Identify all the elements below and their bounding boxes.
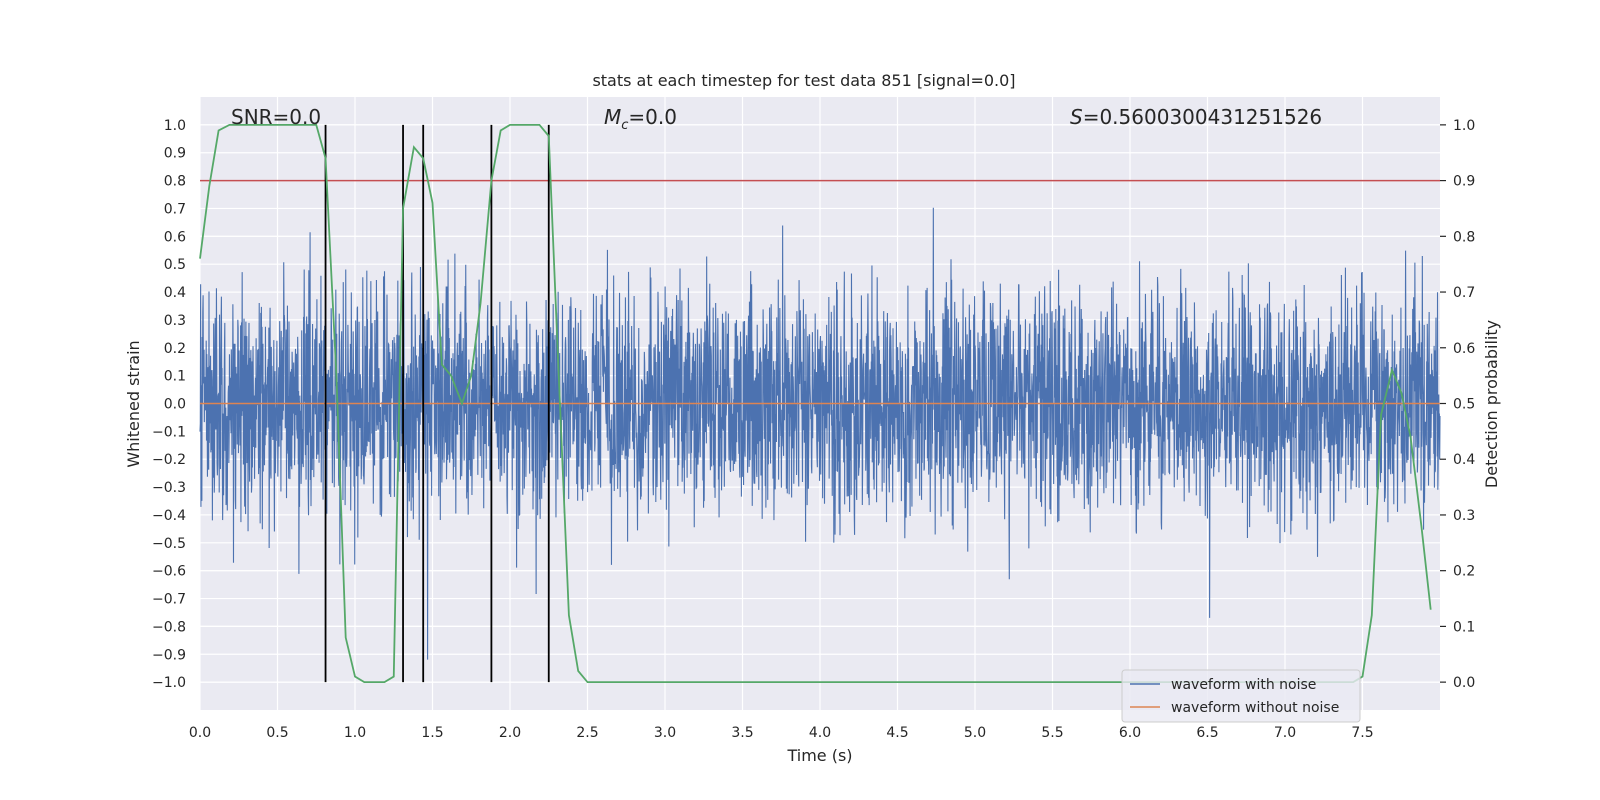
x-tick-label: 2.5	[576, 725, 598, 741]
y-tick-label: 0.4	[164, 285, 186, 301]
x-tick-label: 5.0	[964, 725, 986, 741]
x-tick-label: 4.0	[809, 725, 831, 741]
x-axis-label: Time (s)	[786, 746, 852, 765]
y-right-tick-label: 0.4	[1453, 452, 1475, 468]
y-tick-label: 0.6	[164, 229, 186, 245]
legend-label-clean: waveform without noise	[1171, 700, 1339, 716]
y-right-tick-label: 1.0	[1453, 118, 1475, 134]
x-tick-label: 6.0	[1119, 725, 1141, 741]
waveform-with-noise-line	[199, 207, 1441, 660]
score-annotation: S=0.5600300431251526	[1070, 105, 1322, 129]
x-tick-label: 3.5	[731, 725, 753, 741]
y-tick-label: 0.2	[164, 341, 186, 357]
y-right-tick-label: 0.9	[1453, 174, 1475, 190]
x-tick-label: 4.5	[886, 725, 908, 741]
x-tick-label: 5.5	[1041, 725, 1063, 741]
legend-label-noisy: waveform with noise	[1171, 677, 1316, 693]
y-tick-label: 0.5	[164, 257, 186, 273]
waveform-with-noise-series	[199, 207, 1441, 660]
y-tick-label: 0.0	[164, 397, 186, 413]
x-tick-label: 1.0	[344, 725, 366, 741]
x-tick-label: 0.0	[189, 725, 211, 741]
y-right-tick-label: 0.2	[1453, 564, 1475, 580]
legend-box	[1121, 669, 1361, 723]
y-tick-label: −0.8	[152, 619, 186, 635]
y-right-tick-label: 0.6	[1453, 341, 1475, 357]
y-tick-label: 1.0	[164, 118, 186, 134]
y-tick-label: −0.2	[152, 452, 186, 468]
y-right-tick-label: 0.7	[1453, 285, 1475, 301]
snr-annotation: SNR=0.0	[231, 105, 321, 129]
y-tick-label: 0.1	[164, 369, 186, 385]
x-tick-label: 2.0	[499, 725, 521, 741]
legend: waveform with noise waveform without noi…	[1121, 669, 1361, 723]
y-right-tick-label: 0.0	[1453, 675, 1475, 691]
y-right-tick-label: 0.1	[1453, 619, 1475, 635]
x-tick-label: 7.0	[1274, 725, 1296, 741]
x-tick-label: 6.5	[1196, 725, 1218, 741]
y-tick-label: 0.7	[164, 201, 186, 217]
y-tick-label: −0.4	[152, 508, 186, 524]
y-tick-label: 0.3	[164, 313, 186, 329]
y-right-axis-ticks: 1.0 0.9 0.8 0.7 0.6 0.5 0.4 0.3 0.2 0.1 0.0	[1440, 118, 1475, 691]
y-tick-label: −0.6	[152, 564, 186, 580]
y-right-axis-label: Detection probability	[1482, 320, 1501, 488]
y-right-tick-label: 0.5	[1453, 397, 1475, 413]
y-right-tick-label: 0.3	[1453, 508, 1475, 524]
y-tick-label: −0.3	[152, 480, 186, 496]
x-tick-label: 7.5	[1351, 725, 1373, 741]
y-tick-label: −0.1	[152, 424, 186, 440]
y-tick-label: 0.8	[164, 174, 186, 190]
y-tick-label: −0.9	[152, 647, 186, 663]
y-axis-ticks: 1.0 0.9 0.8 0.7 0.6 0.5 0.4 0.3 0.2 0.1 0.0 −0.1 −0.…	[152, 118, 186, 691]
x-tick-label: 0.5	[266, 725, 288, 741]
y-right-tick-label: 0.8	[1453, 229, 1475, 245]
x-axis-ticks: 0.0 0.5 1.0 1.5 2.0 2.5 3.0 3.5 4.0 4.5 5.0 5.5 6.0 6…	[189, 725, 1374, 741]
y-tick-label: 0.9	[164, 146, 186, 162]
x-tick-label: 1.5	[421, 725, 443, 741]
y-tick-label: −0.5	[152, 536, 186, 552]
x-tick-label: 3.0	[654, 725, 676, 741]
chirp-mass-annotation: Mc=0.0	[604, 105, 677, 133]
y-tick-label: −1.0	[152, 675, 186, 691]
y-tick-label: −0.7	[152, 592, 186, 608]
y-axis-label: Whitened strain	[124, 340, 143, 467]
chart-title: stats at each timestep for test data 851…	[592, 71, 1015, 90]
